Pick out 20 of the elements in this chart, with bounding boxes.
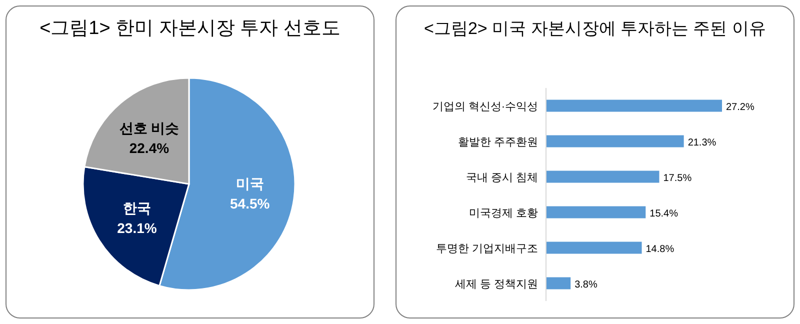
y-tick-label: 미국경제 호황 bbox=[468, 207, 538, 220]
data-label: 3.8% bbox=[574, 279, 598, 290]
data-label: 27.2% bbox=[726, 102, 754, 113]
y-tick-label: 기업의 혁신성·수익성 bbox=[432, 100, 538, 113]
slice-label: 선호 비슷 bbox=[119, 120, 180, 136]
y-tick-label: 국내 증시 침체 bbox=[466, 172, 538, 184]
data-label: 21.3% bbox=[688, 137, 716, 148]
data-label: 22.4% bbox=[129, 140, 170, 156]
data-label: 17.5% bbox=[663, 172, 692, 184]
slice-label: 미국 bbox=[236, 176, 264, 192]
chart-title: <그림1> 한미 자본시장 투자 선호도 bbox=[40, 18, 340, 39]
chart-title: <그림2> 미국 자본시장에 투자하는 주된 이유 bbox=[424, 19, 766, 38]
y-tick-label: 활발한 주주환원 bbox=[458, 136, 538, 148]
data-label: 23.1% bbox=[117, 220, 158, 236]
data-label: 14.8% bbox=[646, 244, 674, 255]
slice-label: 한국 bbox=[122, 200, 151, 216]
y-tick-label: 세제 등 정책지원 bbox=[454, 278, 538, 290]
data-label: 15.4% bbox=[650, 208, 678, 220]
data-label: 54.5% bbox=[230, 196, 270, 212]
y-tick-label: 투명한 기업지배구조 bbox=[436, 242, 538, 255]
